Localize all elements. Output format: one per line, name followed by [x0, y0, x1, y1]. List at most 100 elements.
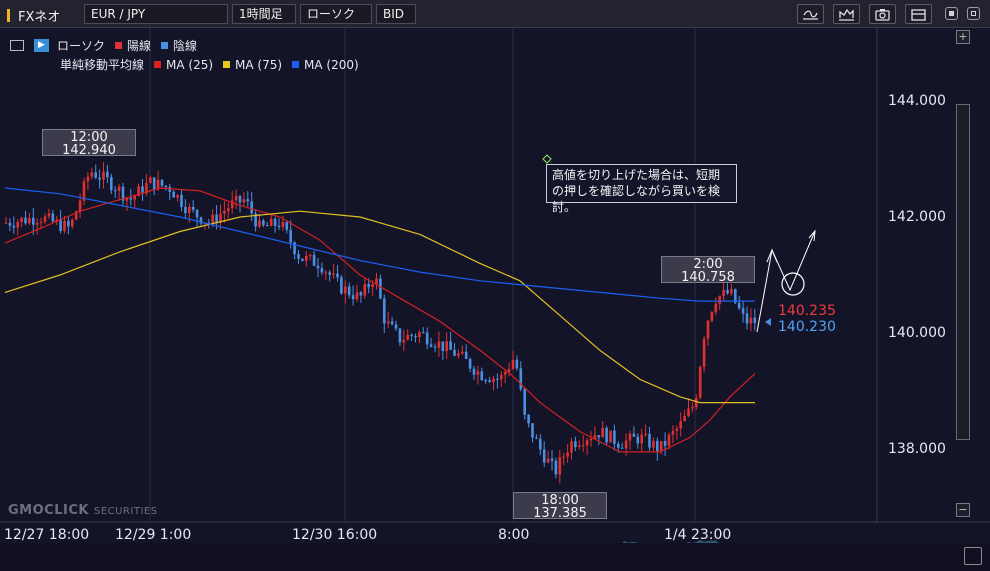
candle-body [375, 278, 378, 285]
candle-body [137, 186, 140, 196]
annotation-note[interactable]: 高値を切り上げた場合は、短期の押しを確認しながら買いを検討。 [546, 164, 737, 214]
scroll-up-button[interactable]: + [956, 30, 970, 44]
scroll-thumb[interactable] [956, 104, 970, 440]
candle-body [106, 171, 109, 178]
ma75-line [4, 210, 755, 404]
collapse-icon[interactable]: ▶ [34, 39, 49, 52]
low-price: 137.385 [533, 506, 587, 521]
candle-body [199, 217, 203, 224]
candle-body [379, 278, 382, 299]
candle-body [429, 344, 433, 347]
candle-body [234, 195, 238, 201]
candle-body [597, 435, 601, 438]
candle-body [511, 359, 515, 369]
candle-body [578, 445, 581, 448]
candle-body [86, 176, 90, 182]
candle-body [320, 268, 324, 273]
candle-body [55, 219, 58, 222]
candle-body [753, 317, 757, 323]
candle-body [663, 441, 667, 446]
price-scrollbar[interactable]: + − [956, 30, 970, 517]
candle-body [125, 197, 129, 201]
candle-body [262, 220, 265, 226]
candle-body [734, 289, 737, 303]
close-icon [971, 11, 976, 16]
candle-body [691, 407, 694, 409]
candle-body [336, 273, 339, 278]
close-button[interactable] [967, 7, 980, 20]
candle-body [722, 289, 725, 297]
candle-body [340, 277, 343, 294]
high-price: 140.758 [681, 270, 735, 285]
candle-body [172, 191, 175, 198]
candle-body [32, 217, 35, 225]
high-price: 142.940 [62, 143, 116, 158]
legend-ma75-swatch [223, 61, 231, 68]
candle-body [523, 389, 526, 415]
candle-body [507, 368, 511, 372]
candle-body [492, 378, 495, 383]
candle-body [164, 185, 168, 187]
interval-select[interactable]: 1時間足 [232, 4, 296, 24]
candle-body [211, 214, 214, 223]
price-side-select[interactable]: BID [376, 4, 416, 24]
indicator-button[interactable] [797, 4, 824, 24]
candle-body [180, 195, 183, 208]
scroll-down-button[interactable]: − [956, 503, 970, 517]
candle-body [363, 284, 367, 296]
candle-body [628, 433, 632, 441]
candle-body [94, 172, 97, 178]
candle-body [344, 286, 347, 294]
candle-body [496, 378, 499, 380]
time-tick: 12/27 18:00 [4, 527, 90, 543]
candle-body [679, 421, 682, 429]
candle-body [8, 222, 12, 226]
candle-body [371, 284, 374, 288]
high-time: 2:00 [693, 257, 723, 272]
comment-icon[interactable] [10, 40, 24, 51]
candle-body [316, 265, 320, 269]
candle-body [718, 296, 721, 304]
candle-body [550, 458, 554, 461]
candle-body [246, 199, 250, 202]
price-tick: 140.000 [888, 325, 946, 341]
candle-body [472, 368, 476, 375]
candle-body [593, 435, 597, 439]
price-tick: 138.000 [888, 441, 946, 457]
low-label: 18:00 137.385 [513, 492, 607, 521]
candle-body [609, 430, 612, 443]
restore-button[interactable] [945, 7, 958, 20]
candle-body [82, 181, 86, 201]
candle-body [620, 447, 624, 449]
high-label-1: 12:00 142.940 [42, 129, 136, 158]
broker-watermark: GMOCLICK SECURITIES [8, 503, 158, 518]
candle-body [581, 445, 585, 447]
pair-select[interactable]: EUR / JPY [84, 4, 228, 24]
candle-body [332, 273, 335, 275]
candle-body [589, 438, 593, 441]
candle-body [671, 431, 675, 435]
screenshot-button[interactable] [869, 4, 896, 24]
layout-button[interactable] [905, 4, 932, 24]
candle-body [121, 186, 125, 201]
chart-type-select[interactable]: ローソク [300, 4, 372, 24]
high-label-2: 2:00 140.758 [661, 256, 755, 285]
candle-body [133, 195, 136, 200]
navigator-strip[interactable] [0, 543, 990, 571]
candle-body [28, 217, 31, 224]
candle-body [636, 436, 640, 444]
price-chart[interactable] [0, 28, 990, 571]
expand-button[interactable] [964, 547, 982, 565]
candle-body [539, 438, 542, 450]
candle-body [227, 208, 230, 211]
annotation-marker [542, 154, 552, 164]
candle-body [394, 324, 398, 329]
candle-body [20, 217, 23, 222]
legend-ma75: MA (75) [235, 57, 283, 72]
candle-body [191, 206, 195, 210]
draw-button[interactable] [833, 4, 860, 24]
candle-body [648, 433, 651, 448]
candle-body [527, 414, 530, 424]
candle-body [219, 213, 222, 223]
candle-body [574, 441, 577, 448]
